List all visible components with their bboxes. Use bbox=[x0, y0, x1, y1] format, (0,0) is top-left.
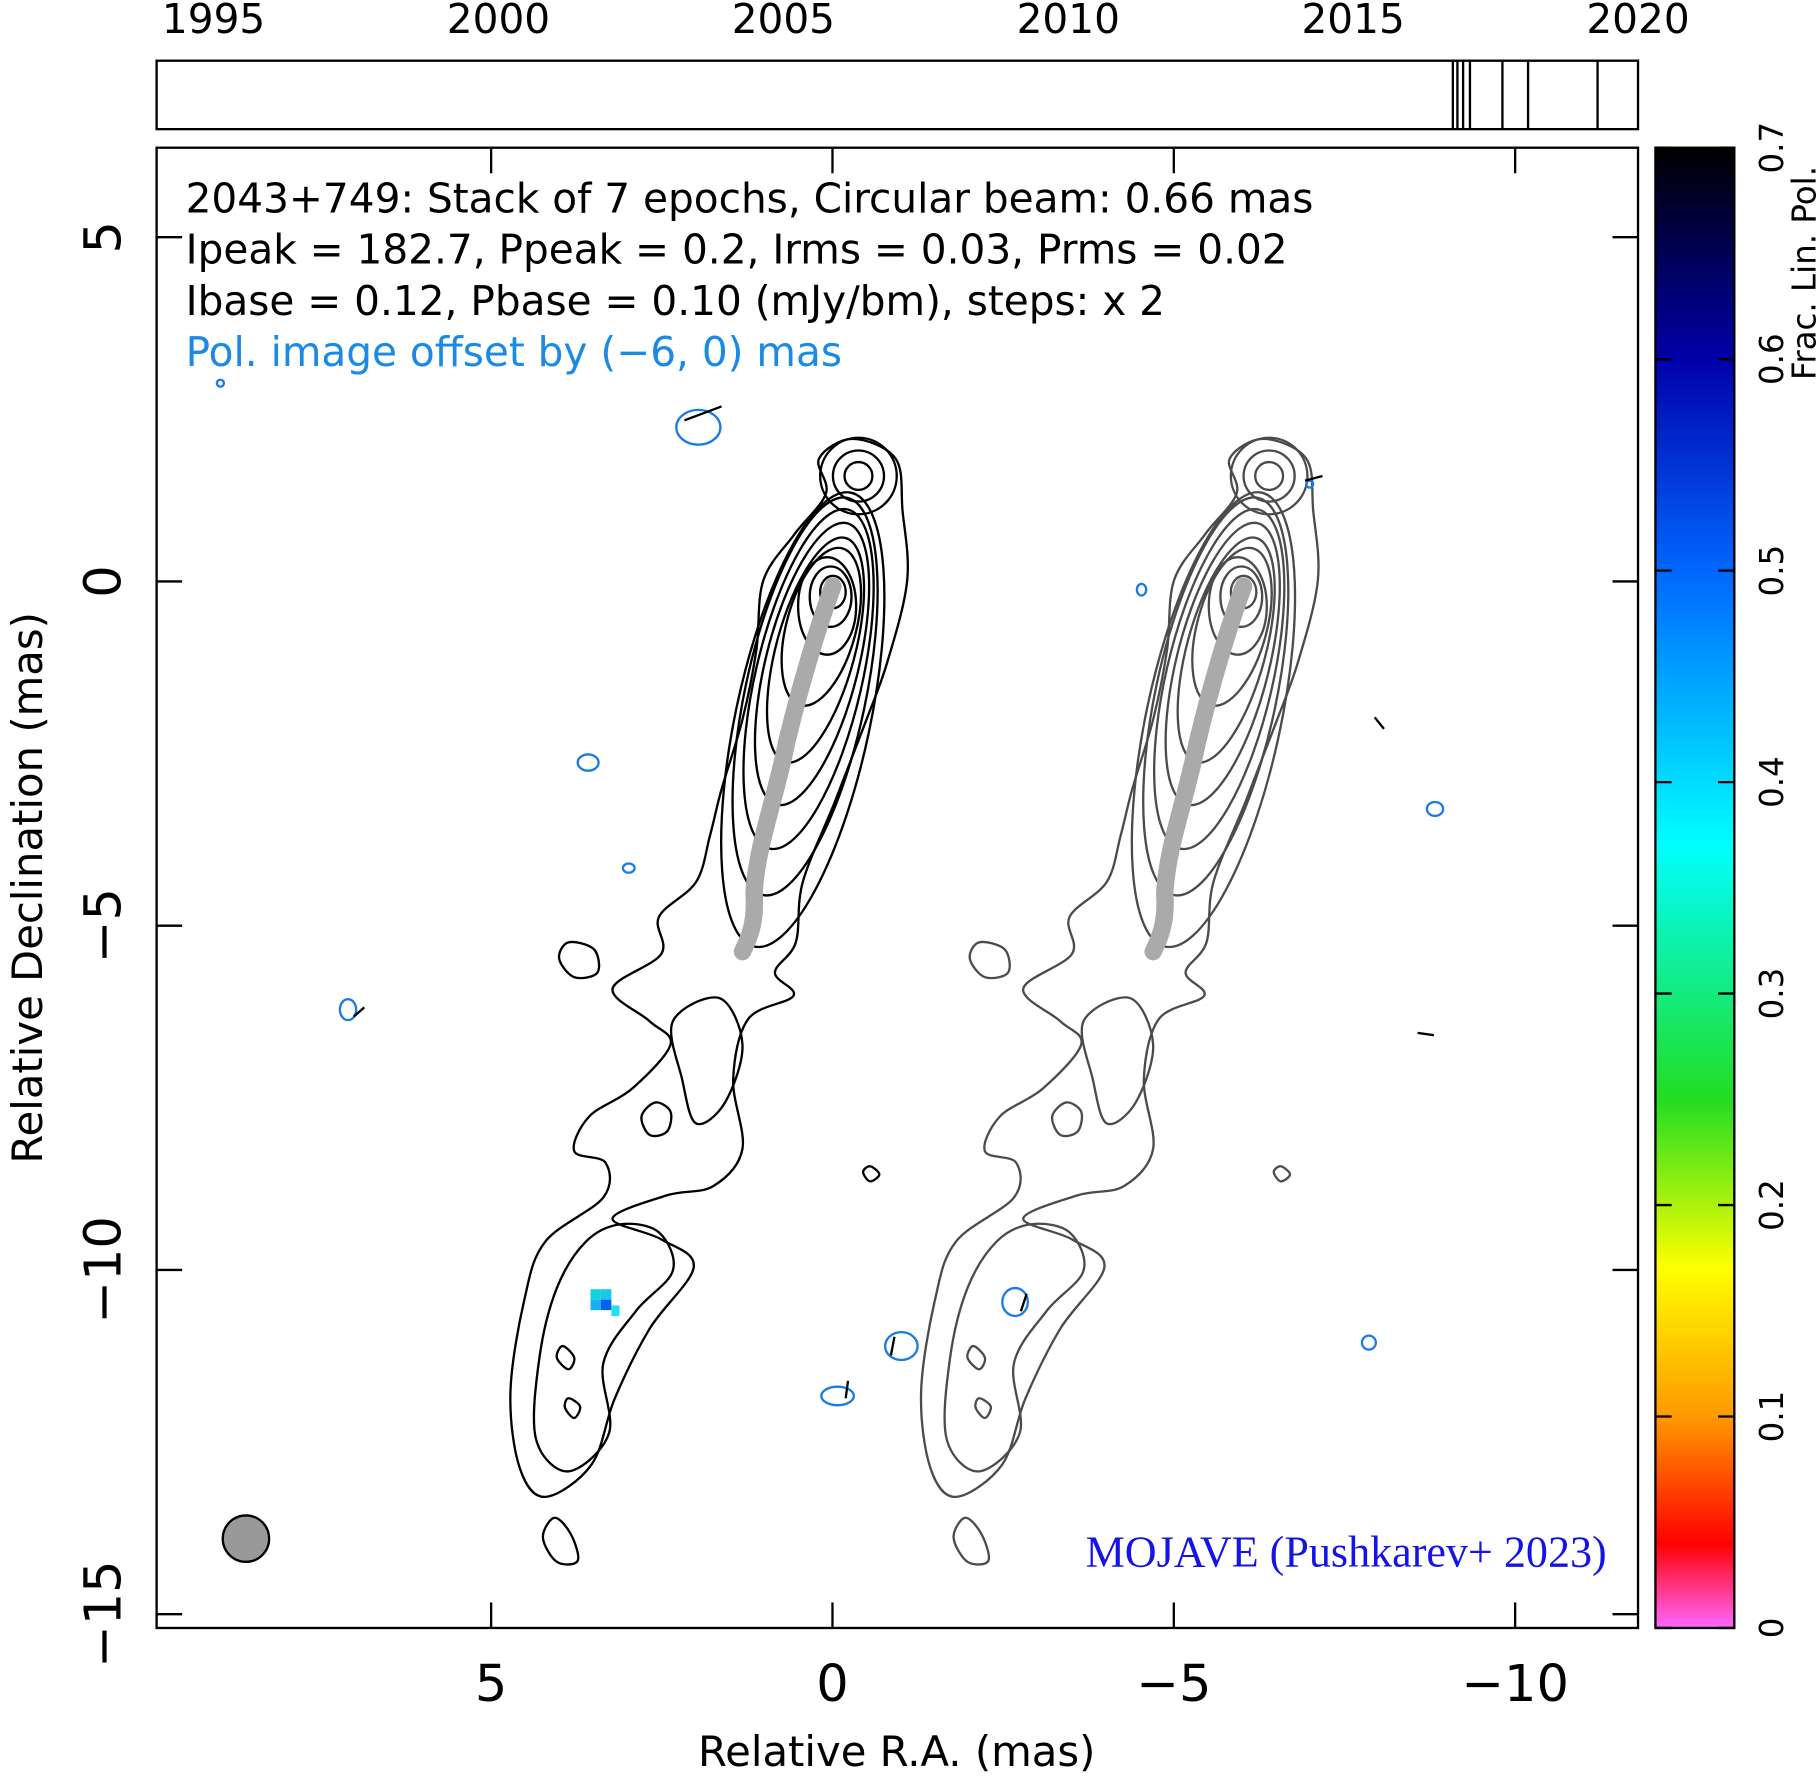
colorbar bbox=[1655, 147, 1735, 1628]
contour bbox=[831, 449, 886, 503]
y-tick-label: 0 bbox=[75, 565, 134, 597]
pol-contour bbox=[1001, 1286, 1029, 1318]
evpa-ticks bbox=[353, 405, 1435, 1399]
contour bbox=[819, 436, 898, 516]
y-tick-label: −15 bbox=[75, 1560, 134, 1668]
contour-map bbox=[215, 378, 1445, 1566]
pol-contour bbox=[621, 862, 636, 874]
pixel bbox=[590, 1289, 601, 1300]
contour bbox=[669, 996, 744, 1126]
contour bbox=[861, 1165, 881, 1183]
annotation: Pol. image offset by (−6, 0) mas bbox=[186, 328, 842, 376]
colorbar-tick-label: 0.3 bbox=[1753, 968, 1791, 1020]
offset-image bbox=[919, 436, 1329, 1566]
colorbar-label: Frac. Lin. Pol. bbox=[1786, 166, 1819, 380]
pol-contour bbox=[1135, 582, 1148, 597]
x-tick-label: 5 bbox=[475, 1655, 507, 1714]
evpa bbox=[684, 405, 722, 422]
annotation: 2043+749: Stack of 7 epochs, Circular be… bbox=[186, 175, 1314, 223]
pol-contour bbox=[215, 378, 226, 388]
contour bbox=[532, 1222, 675, 1473]
contour bbox=[557, 940, 601, 980]
x-axis-label: Relative R.A. (mas) bbox=[698, 1727, 1095, 1776]
contour bbox=[555, 1344, 576, 1371]
pixel bbox=[611, 1305, 620, 1316]
evpa bbox=[1304, 474, 1323, 482]
contour bbox=[563, 1397, 582, 1420]
contour bbox=[808, 565, 853, 628]
evpa bbox=[353, 1006, 366, 1018]
timeline-tick-label: 2000 bbox=[447, 0, 550, 43]
y-tick-label: 5 bbox=[75, 221, 134, 253]
contour bbox=[843, 460, 874, 492]
timeline-tick-label: 2005 bbox=[732, 0, 835, 43]
colorbar-tick-label: 0 bbox=[1753, 1618, 1791, 1639]
evpa bbox=[844, 1380, 850, 1399]
pol-pixels bbox=[590, 1289, 620, 1316]
colorbar-tick-label: 0.7 bbox=[1753, 122, 1791, 174]
pol-contour bbox=[1425, 800, 1445, 818]
colorbar-frame bbox=[1654, 146, 1736, 1630]
contour bbox=[640, 1101, 673, 1138]
pol-contour bbox=[338, 998, 358, 1022]
pol-contour bbox=[675, 408, 722, 446]
pol-contour bbox=[1360, 1334, 1378, 1351]
colorbar-tick-label: 0.5 bbox=[1753, 545, 1791, 597]
timeline-frame bbox=[155, 59, 1640, 131]
timeline-tick-label: 1995 bbox=[162, 0, 265, 43]
contour bbox=[720, 491, 886, 949]
annotation: Ibase = 0.12, Pbase = 0.10 (mJy/bm), ste… bbox=[186, 277, 1165, 325]
colorbar-tick-label: 0.6 bbox=[1753, 333, 1791, 385]
timeline-tick-label: 2020 bbox=[1586, 0, 1689, 43]
contour bbox=[509, 437, 909, 1499]
y-tick-label: −10 bbox=[75, 1216, 134, 1324]
colorbar-tick-label: 0.1 bbox=[1753, 1391, 1791, 1443]
pol-contour bbox=[576, 753, 600, 772]
beam bbox=[221, 1514, 271, 1564]
x-tick-label: −5 bbox=[1136, 1655, 1211, 1714]
x-tick-label: −10 bbox=[1461, 1655, 1569, 1714]
evpa bbox=[1373, 716, 1385, 730]
y-axis-label: Relative Declination (mas) bbox=[3, 612, 52, 1164]
pol-contours bbox=[215, 378, 1445, 1407]
annotation: Ipeak = 182.7, Ppeak = 0.2, Irms = 0.03,… bbox=[186, 226, 1288, 274]
pixel bbox=[600, 1289, 612, 1300]
pol-contour bbox=[883, 1330, 919, 1362]
pixel bbox=[600, 1299, 612, 1311]
evpa bbox=[1019, 1293, 1028, 1312]
plot-frame bbox=[155, 146, 1640, 1630]
evpa bbox=[1417, 1031, 1435, 1037]
y-tick-label: −5 bbox=[75, 888, 134, 963]
pol-contour bbox=[820, 1385, 855, 1407]
offset-contours bbox=[919, 436, 1329, 1566]
pixel bbox=[590, 1299, 601, 1311]
evpa bbox=[889, 1336, 896, 1356]
ridge-line bbox=[733, 577, 842, 961]
pol-contour bbox=[1305, 479, 1315, 489]
total-intensity-contours bbox=[509, 436, 909, 1566]
contour bbox=[796, 556, 858, 656]
colorbar-tick-label: 0.2 bbox=[1753, 1179, 1791, 1231]
contour bbox=[541, 1516, 580, 1566]
x-tick-label: 0 bbox=[816, 1655, 848, 1714]
colorbar-tick-label: 0.4 bbox=[1753, 756, 1791, 808]
timeline-tick-label: 2010 bbox=[1017, 0, 1120, 43]
timeline-tick-label: 2015 bbox=[1301, 0, 1404, 43]
credit: MOJAVE (Pushkarev+ 2023) bbox=[1086, 1527, 1607, 1576]
